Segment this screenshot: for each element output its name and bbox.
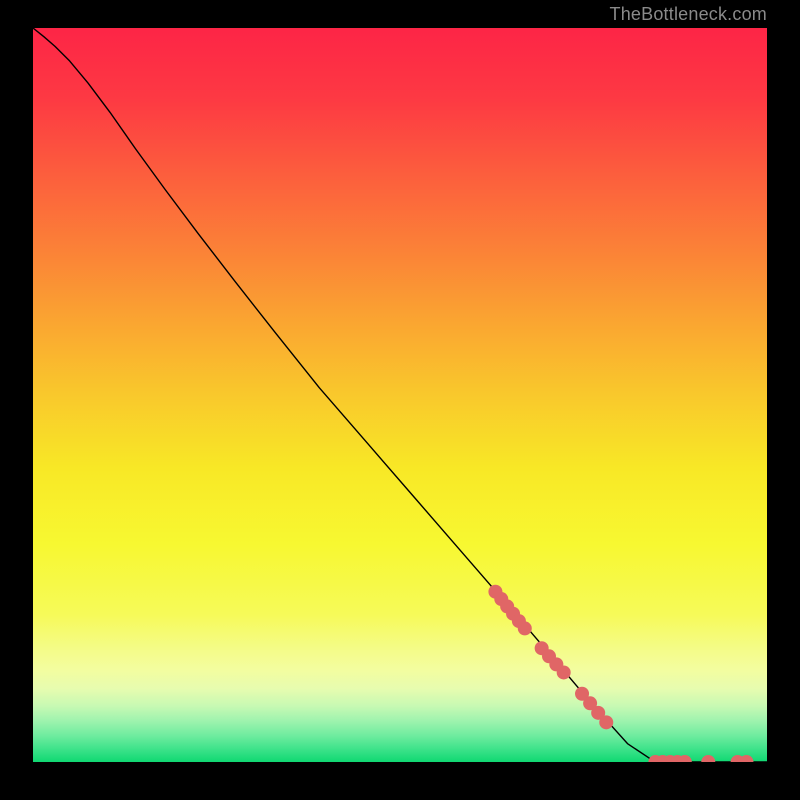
scatter-dot: [701, 755, 715, 762]
scatter-dot: [739, 755, 753, 762]
scatter-dot: [599, 715, 613, 729]
scatter-dot: [518, 621, 532, 635]
watermark-text: TheBottleneck.com: [610, 4, 767, 25]
chart-svg: [33, 28, 767, 762]
scatter-dot: [557, 665, 571, 679]
bottleneck-curve: [33, 28, 767, 762]
